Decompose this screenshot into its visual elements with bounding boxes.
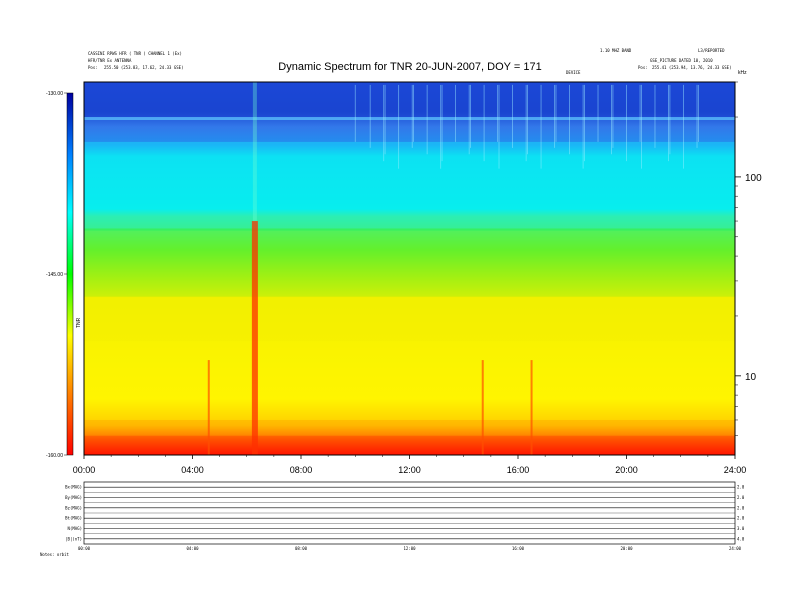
time-marker-label: DEVICE	[566, 70, 581, 75]
feature-spike-3	[481, 360, 484, 455]
spectral-band-6	[84, 435, 735, 455]
time-tick-label: 16:00	[507, 465, 530, 475]
header-right-pos-value: 255.41 (253.94, 13.76, 24.33 GSE)	[652, 65, 731, 70]
panel-time-label: 00:00	[78, 546, 91, 551]
panel-time-label: 08:00	[295, 546, 308, 551]
spectral-band-2	[84, 228, 735, 297]
ancillary-panel: Bx(MAG) 2.0 By(MAG) 2.0 Bz(MAG) 2.0 Bt(MAG) 2.0…	[65, 481, 745, 551]
time-axis: 00:00 04:00 08:00 12:00 16:00 20:00 24:00	[73, 455, 747, 475]
panel-row-label: Bx(MAG)	[65, 485, 82, 490]
panel-row-label: |B|(nT)	[65, 536, 82, 541]
frequency-tick-label: 10	[745, 372, 757, 383]
panel-row-tick: 4.0	[737, 536, 745, 541]
frequency-unit: kHz	[738, 70, 747, 76]
frequency-tick-label: 100	[745, 173, 762, 184]
panel-row-label: By(MAG)	[65, 495, 82, 500]
spectral-band-3	[84, 296, 735, 341]
panel-time-label: 04:00	[186, 546, 199, 551]
feature-burst	[251, 221, 258, 455]
colorbar-ticks: -130.00 -145.00 -160.00	[46, 91, 67, 459]
time-tick-label: 12:00	[398, 465, 421, 475]
colorbar-gradient	[67, 93, 73, 455]
top-band-dark	[84, 82, 735, 118]
spectral-band-1	[84, 141, 735, 229]
colorbar	[66, 92, 74, 456]
spectral-band-4	[84, 340, 735, 420]
header-right-top: L3/REPORTED	[698, 48, 725, 53]
panel-footer-label: Notes: orbit	[40, 552, 69, 557]
header-left-pos-value: 255.50 (253.83, 17.62, 24.33 GSE)	[104, 65, 183, 70]
feature-spike-2	[530, 360, 533, 455]
time-tick-label: 20:00	[615, 465, 638, 475]
panel-time-label: 16:00	[512, 546, 525, 551]
green-line	[84, 228, 735, 231]
frequency-axis: 100 10	[735, 81, 762, 436]
time-tick-label: 04:00	[181, 465, 204, 475]
chart-title: Dynamic Spectrum for TNR 20-JUN-2007, DO…	[278, 61, 541, 73]
feature-burst-upper	[252, 82, 257, 222]
spectrogram	[84, 82, 735, 455]
panel-row-tick: 2.0	[737, 485, 745, 490]
panel-row-tick: 3.0	[737, 526, 745, 531]
colorbar-label: TNR	[76, 317, 82, 328]
time-tick-label: 00:00	[73, 465, 96, 475]
panel-time-label: 24:00	[729, 546, 742, 551]
feature-spike-1	[207, 360, 210, 455]
colorbar-tick-label: -160.00	[46, 453, 63, 459]
header-left-pos-label: Pos:	[88, 65, 98, 70]
header-right-line2: GSE_PICTURE DATED 10, 2010	[650, 58, 713, 63]
panel-row-tick: 2.0	[737, 516, 745, 521]
spectral-band-5	[84, 419, 735, 436]
header-left-line2: HFR/TNR Ex ANTENNA	[88, 58, 132, 63]
panel-row-label: Bt(MAG)	[65, 516, 82, 521]
header-left-line1: CASSINI RPWS HFR ( TNR ) CHANNEL 1 (Ex)	[88, 51, 182, 56]
top-band-line	[84, 117, 735, 121]
panel-row-label: N(MAG)	[68, 526, 82, 531]
panel-time-label: 12:00	[403, 546, 416, 551]
colorbar-tick-label: -130.00	[46, 91, 63, 97]
panel-time-label: 20:00	[620, 546, 633, 551]
panel-row-tick: 2.0	[737, 495, 745, 500]
panel-row-label: Bz(MAG)	[65, 505, 82, 510]
time-tick-label: 24:00	[724, 465, 747, 475]
header-right-line1: 1.10 MHZ BAND	[600, 48, 632, 53]
header-right-pos-label: Pos:	[638, 65, 648, 70]
time-tick-label: 08:00	[290, 465, 313, 475]
panel-row-tick: 2.0	[737, 505, 745, 510]
colorbar-tick-label: -145.00	[46, 272, 63, 278]
